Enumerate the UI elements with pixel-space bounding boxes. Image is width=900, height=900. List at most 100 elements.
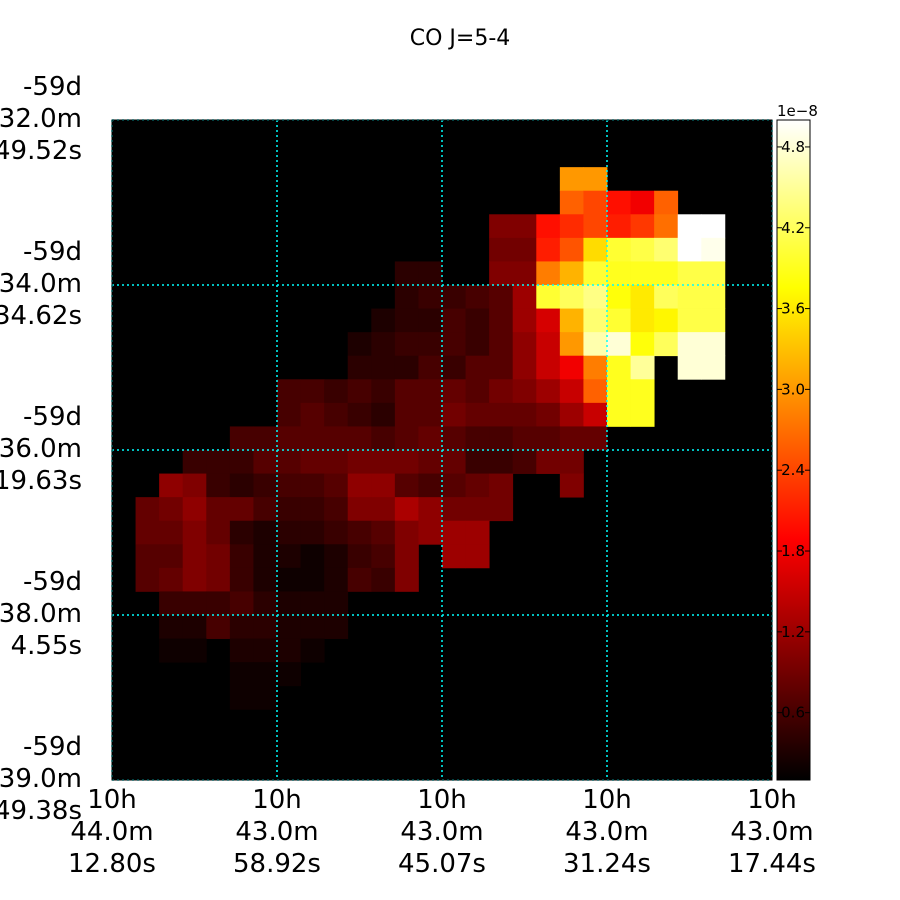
heatmap-cell: [559, 450, 584, 474]
heatmap-cell: [182, 450, 207, 474]
heatmap-cell: [701, 214, 726, 239]
heatmap-cell: [489, 355, 514, 380]
heatmap-cell: [182, 520, 207, 545]
heatmap-cell: [206, 615, 231, 639]
heatmap-cell: [229, 591, 254, 616]
heatmap-cell: [182, 638, 207, 663]
heatmap-cell: [442, 308, 466, 333]
heatmap-cell: [677, 308, 702, 333]
heatmap-cell: [512, 450, 537, 474]
heatmap-cell: [182, 567, 207, 592]
heatmap-cell: [159, 520, 184, 545]
heatmap-cell: [229, 567, 254, 592]
colorbar: [776, 119, 811, 781]
heatmap-cell: [583, 214, 608, 239]
heatmap-cell: [536, 214, 561, 239]
colorbar-tick-label: 4.8: [781, 138, 805, 156]
heatmap-cell: [371, 520, 396, 545]
heatmap-cell: [371, 450, 396, 474]
x-tick-label: 10h 43.0m 31.24s: [563, 785, 651, 879]
heatmap-cell: [229, 685, 254, 710]
heatmap-cell: [394, 261, 419, 286]
heatmap-cell: [465, 520, 490, 545]
heatmap-cell: [371, 332, 396, 357]
heatmap-cell: [277, 662, 301, 687]
heatmap-cell: [630, 190, 655, 215]
y-tick-label: -59d 36.0m 19.63s: [0, 402, 82, 496]
heatmap-cell: [701, 285, 726, 309]
heatmap-cell: [559, 355, 584, 380]
heatmap-cell: [489, 497, 514, 522]
heatmap-cell: [559, 285, 584, 309]
heatmap-cell: [677, 214, 702, 239]
heatmap-cell: [347, 426, 372, 451]
heatmap-cell: [159, 567, 184, 592]
heatmap-cell: [159, 591, 184, 616]
heatmap-cell: [489, 402, 514, 427]
heatmap-cell: [371, 426, 396, 451]
heatmap-cell: [229, 520, 254, 545]
heatmap-cell: [206, 544, 231, 569]
heatmap-cell: [677, 261, 702, 286]
heatmap-cell: [206, 567, 231, 592]
heatmap-cell: [394, 426, 419, 451]
heatmap-cell: [536, 402, 561, 427]
colorbar-tick-label: 3.6: [781, 300, 805, 318]
heatmap-cell: [206, 591, 231, 616]
heatmap-cell: [442, 497, 466, 522]
heatmap-cell: [394, 355, 419, 380]
heatmap-cell: [277, 638, 301, 663]
heatmap-cell: [465, 544, 490, 569]
heatmap-cell: [701, 332, 726, 357]
heatmap-cell: [701, 237, 726, 262]
heatmap-cell: [253, 685, 278, 710]
heatmap-cell: [630, 237, 655, 262]
heatmap-cell: [253, 520, 278, 545]
x-tick-label: 10h 43.0m 17.44s: [728, 785, 816, 879]
chart-title: CO J=5-4: [410, 26, 511, 51]
heatmap-cell: [394, 332, 419, 357]
heatmap-cell: [418, 497, 443, 522]
colorbar-tick-label: 4.2: [781, 219, 805, 237]
plot-frame: [111, 119, 773, 781]
heatmap-cell: [182, 615, 207, 639]
heatmap-cell: [512, 426, 537, 451]
heatmap-cell: [583, 261, 608, 286]
heatmap-cell: [654, 332, 679, 357]
heatmap-cell: [371, 355, 396, 380]
heatmap-cell: [418, 308, 443, 333]
heatmap-cell: [394, 497, 419, 522]
heatmap-cell: [512, 261, 537, 286]
heatmap-cell: [277, 591, 301, 616]
heatmap-cell: [277, 497, 301, 522]
heatmap-cell: [512, 402, 537, 427]
colorbar-tick-label: 1.2: [781, 623, 805, 641]
heatmap-cell: [253, 615, 278, 639]
heatmap-cell: [347, 567, 372, 592]
heatmap-cell: [489, 214, 514, 239]
heatmap-cell: [465, 497, 490, 522]
heatmap-cell: [394, 520, 419, 545]
heatmap-cell: [630, 355, 655, 380]
x-tick-label: 10h 43.0m 45.07s: [398, 785, 486, 879]
heatmap-cell: [559, 473, 584, 498]
heatmap-cell: [394, 308, 419, 333]
heatmap-cell: [135, 497, 160, 522]
heatmap-cell: [607, 190, 631, 215]
heatmap-cell: [559, 379, 584, 404]
heatmap-cell: [559, 308, 584, 333]
y-axis-ticks: -59d 32.0m 49.52s -59d 34.0m 34.62s -59d 36.0m 1…: [0, 72, 82, 826]
heatmap-cell: [253, 567, 278, 592]
heatmap-cell: [583, 237, 608, 262]
colorbar-tick-label: 1.8: [781, 542, 805, 560]
heatmap-cell: [229, 450, 254, 474]
heatmap-cell: [371, 473, 396, 498]
heatmap-cell: [300, 638, 325, 663]
heatmap-cell: [489, 237, 514, 262]
heatmap-cell: [418, 402, 443, 427]
heatmap-cell: [489, 426, 514, 451]
heatmap-cell: [394, 544, 419, 569]
y-tick-label: -59d 34.0m 34.62s: [0, 237, 82, 331]
heatmap-cell: [347, 544, 372, 569]
heatmap-cell: [277, 615, 301, 639]
